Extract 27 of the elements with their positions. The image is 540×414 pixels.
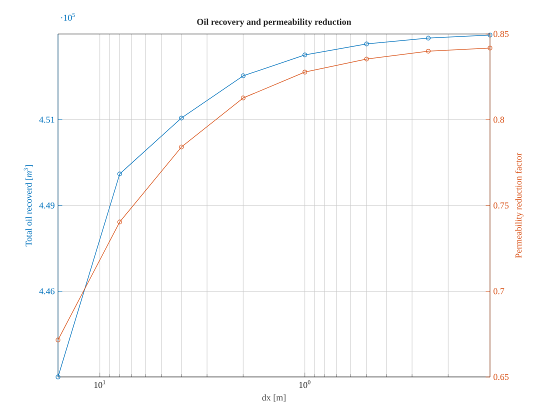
point xyxy=(179,116,184,120)
point xyxy=(240,74,246,78)
y-tick-label: 4.49 xyxy=(39,202,54,209)
y2-tick-label: 0.65 xyxy=(494,374,509,380)
y-axis-title: Total oil recoverd [m$^{3}$] xyxy=(24,165,33,246)
point xyxy=(426,48,431,54)
text: ·10$^{5}$ xyxy=(61,12,75,21)
y2-tick-label: 0.85 xyxy=(494,30,509,38)
point xyxy=(364,56,369,62)
point xyxy=(117,172,122,176)
x-tick-label: 10$^{1}$ xyxy=(94,380,106,388)
chart-title: Oil recovery and permeability reduction xyxy=(197,18,352,27)
x-axis-title: dx [m] xyxy=(262,394,286,402)
y2-axis-title: Permeability reduction factor xyxy=(515,152,524,258)
x-tick-label: 10$^{0}$ xyxy=(299,380,310,388)
point xyxy=(240,96,246,100)
point xyxy=(426,36,431,40)
y-tick-label: 4.46 xyxy=(39,288,55,294)
point xyxy=(179,144,184,150)
y-tick-label: 4.51 xyxy=(39,116,54,123)
point xyxy=(302,52,308,58)
point xyxy=(364,42,369,46)
point xyxy=(117,220,122,224)
y2-tick-label: 0.8 xyxy=(494,116,504,123)
y2-tick-label: 0.75 xyxy=(494,202,509,209)
y2-tick-label: 0.7 xyxy=(494,288,504,294)
point xyxy=(302,70,308,74)
